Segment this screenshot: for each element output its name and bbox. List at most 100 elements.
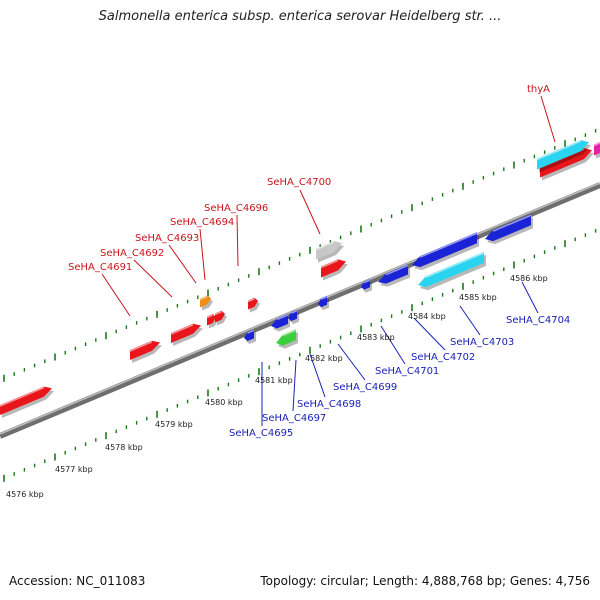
gene-feature <box>247 297 260 313</box>
gene-feature-highlight <box>593 142 600 147</box>
gene-feature-highlight <box>363 279 371 284</box>
gene-label-reverse[interactable]: SeHA_C4695 <box>229 428 293 439</box>
gene-feature-body <box>418 251 484 288</box>
label-leader-line <box>168 244 197 284</box>
gene-feature <box>418 251 486 291</box>
gene-feature-highlight <box>247 298 255 303</box>
label-leader-line <box>133 259 173 298</box>
gene-feature <box>485 214 533 245</box>
kbp-label: 4580 kbp <box>205 398 243 407</box>
label-leader-line <box>292 359 297 412</box>
kbp-label: 4583 kbp <box>357 333 395 342</box>
map-title: Salmonella enterica subsp. enterica sero… <box>98 9 502 24</box>
gene-feature-shadow <box>173 326 203 346</box>
label-leader-line <box>299 189 321 235</box>
gene-feature <box>593 141 600 159</box>
gene-feature <box>244 329 256 345</box>
gene-label-forward[interactable]: SeHA_C4692 <box>100 248 164 259</box>
label-leader-line <box>413 317 446 351</box>
gene-feature-body <box>540 148 592 178</box>
gene-feature-highlight <box>492 214 532 232</box>
gene-label-reverse[interactable]: SeHA_C4697 <box>262 413 326 424</box>
gene-label-reverse[interactable]: SeHA_C4701 <box>375 366 439 377</box>
backbone-highlight <box>0 182 600 435</box>
gene-feature <box>0 386 54 418</box>
gene-label-forward[interactable]: SeHA_C4700 <box>267 177 331 188</box>
gene-label-reverse[interactable]: SeHA_C4702 <box>411 352 475 363</box>
gene-feature <box>129 340 162 363</box>
backbone-line <box>0 182 600 439</box>
gene-feature-body <box>318 295 327 308</box>
kbp-label: 4577 kbp <box>55 465 93 474</box>
gene-feature-highlight <box>315 241 335 251</box>
gene-label-forward[interactable]: SeHA_C4696 <box>204 203 268 214</box>
gene-feature <box>214 310 227 326</box>
gene-feature-highlight <box>536 140 582 161</box>
topology-text: Topology: circular; Length: 4,888,768 bp… <box>260 574 590 588</box>
gene-feature-highlight <box>385 264 409 276</box>
gene-feature <box>288 309 299 325</box>
gene-feature <box>271 313 290 332</box>
kbp-label: 4584 kbp <box>408 312 446 321</box>
label-leader-line <box>521 281 539 314</box>
gene-label-forward[interactable]: SeHA_C4691 <box>68 262 132 273</box>
kbp-label: 4579 kbp <box>155 420 193 429</box>
gene-feature-body <box>412 232 477 268</box>
gene-label-forward[interactable]: thyA <box>527 84 550 95</box>
label-leader-line <box>337 343 366 381</box>
gene-feature-body <box>276 329 296 346</box>
gene-label-reverse[interactable]: SeHA_C4698 <box>297 399 361 410</box>
gene-feature-body <box>171 323 201 343</box>
label-leader-line <box>199 228 206 281</box>
gene-feature-shadow <box>318 243 344 263</box>
kbp-label: 4576 kbp <box>6 490 44 499</box>
gene-feature-body <box>244 329 254 342</box>
gene-feature <box>536 140 591 173</box>
gene-feature-body <box>288 309 297 322</box>
kbp-label: 4582 kbp <box>305 354 343 363</box>
gene-feature-highlight <box>276 314 289 321</box>
gene-feature <box>170 323 203 346</box>
label-leader-line <box>309 353 326 398</box>
label-leader-line <box>101 273 131 317</box>
gene-feature-highlight <box>419 232 478 258</box>
gene-feature-body <box>130 340 160 360</box>
kbp-label: 4581 kbp <box>255 376 293 385</box>
gene-feature-body <box>321 259 346 278</box>
gene-feature <box>199 295 213 311</box>
gene-feature-highlight <box>0 386 45 407</box>
gene-label-forward[interactable]: SeHA_C4694 <box>170 217 234 228</box>
kbp-label: 4585 kbp <box>459 293 497 302</box>
gene-feature-highlight <box>206 314 214 319</box>
inner-tick-track <box>3 229 597 482</box>
label-leader-line <box>380 325 406 365</box>
accession-text: Accession: NC_011083 <box>9 574 146 588</box>
gene-label-reverse[interactable]: SeHA_C4699 <box>333 382 397 393</box>
gene-feature <box>318 295 329 311</box>
gene-feature-highlight <box>282 329 297 337</box>
label-leader-line <box>540 95 556 143</box>
gene-feature-highlight <box>199 295 208 301</box>
gene-label-reverse[interactable]: SeHA_C4703 <box>450 337 514 348</box>
gene-feature <box>315 240 344 263</box>
gene-feature <box>412 232 479 271</box>
gene-feature-body <box>316 240 342 260</box>
kbp-label: 4586 kbp <box>510 274 548 283</box>
gene-feature-highlight <box>320 296 328 300</box>
outer-tick-track <box>3 129 597 382</box>
gene-feature-highlight <box>129 341 153 352</box>
label-leader-line <box>459 305 481 336</box>
gene-feature <box>378 264 410 287</box>
gene-features[interactable] <box>0 140 600 418</box>
gene-label-reverse[interactable]: SeHA_C4704 <box>506 315 570 326</box>
gene-feature <box>276 329 298 349</box>
gene-feature <box>361 279 372 293</box>
gene-feature-body <box>485 214 531 242</box>
gene-feature-highlight <box>247 329 255 334</box>
gene-label-forward[interactable]: SeHA_C4693 <box>135 233 199 244</box>
gene-feature-highlight <box>290 310 298 314</box>
gene-feature-shadow <box>132 343 162 363</box>
gene-feature-body <box>271 313 288 329</box>
gene-feature-body <box>0 386 52 415</box>
